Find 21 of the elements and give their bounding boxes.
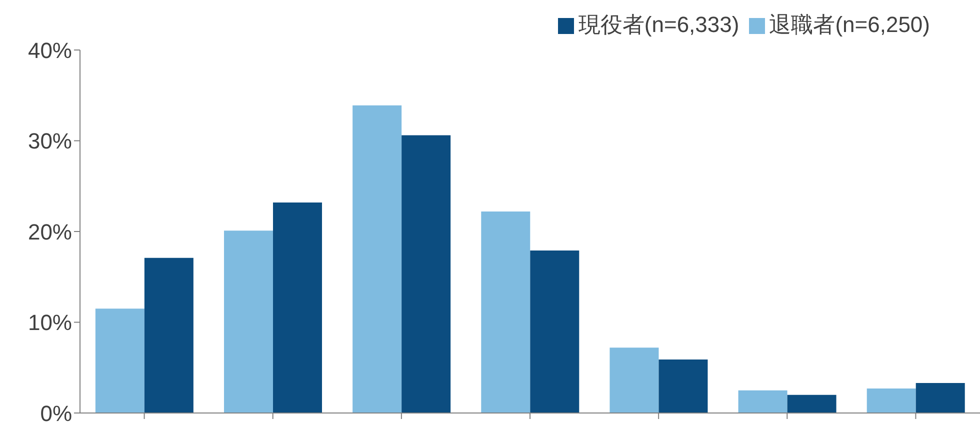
bar [787, 394, 836, 413]
bar [866, 388, 916, 413]
bar [916, 383, 965, 413]
bar [658, 359, 708, 413]
bar [530, 250, 580, 413]
legend-label: 退職者(n=6,250) [769, 12, 930, 37]
bar [95, 308, 144, 413]
bar [402, 135, 451, 413]
y-tick-label: 30% [28, 128, 72, 154]
y-tick-label: 20% [28, 219, 72, 244]
bar [352, 105, 402, 413]
bar [144, 258, 194, 413]
bar [738, 390, 788, 413]
bar [224, 230, 273, 413]
y-tick-label: 40% [28, 38, 72, 63]
y-tick-label: 10% [28, 310, 72, 336]
bar [481, 212, 530, 413]
legend-label: 現役者(n=6,333) [578, 12, 740, 37]
y-tick-label: 0% [40, 400, 72, 426]
bar [273, 202, 322, 413]
bar [610, 348, 659, 413]
